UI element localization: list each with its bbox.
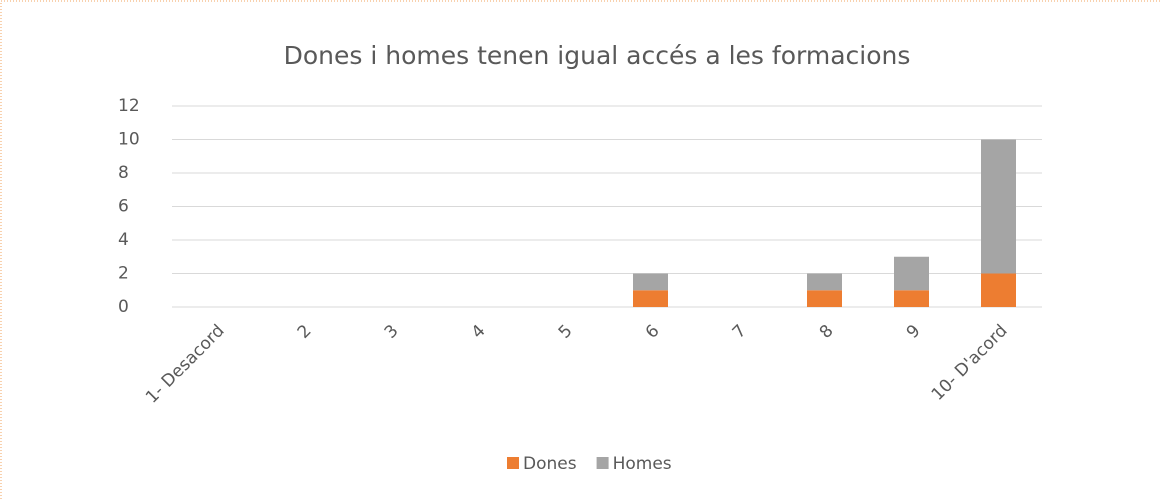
bar-segment — [807, 290, 842, 307]
bar-segment — [894, 256, 929, 291]
chart-title: Dones i homes tenen igual accés a les fo… — [284, 41, 911, 70]
x-tick-label: 3 — [381, 321, 403, 343]
x-tick-label: 9 — [903, 321, 925, 343]
legend-label: Homes — [613, 454, 672, 474]
x-tick-label: 1- Desacord — [142, 321, 229, 408]
legend-swatch — [596, 457, 609, 469]
x-tick-label: 5 — [555, 321, 577, 343]
x-tick-label: 6 — [642, 321, 664, 343]
x-tick-label: 2 — [294, 321, 316, 343]
bar-segment — [807, 273, 842, 291]
y-tick-label: 8 — [118, 163, 129, 183]
bar-segment — [981, 139, 1016, 274]
x-tick-label: 4 — [468, 321, 490, 343]
y-tick-label: 4 — [118, 230, 129, 250]
legend-label: Dones — [523, 454, 577, 474]
bar-segment — [633, 273, 668, 291]
y-tick-label: 2 — [118, 264, 129, 284]
legend-swatch — [507, 457, 519, 469]
bar-segment — [894, 290, 929, 307]
bar-segment — [981, 273, 1016, 307]
bar-segment — [633, 290, 668, 307]
y-tick-label: 6 — [118, 197, 129, 217]
y-tick-label: 0 — [118, 297, 129, 317]
y-tick-label: 12 — [118, 96, 140, 116]
x-tick-label: 10- D'acord — [928, 321, 1012, 405]
x-tick-label: 8 — [816, 321, 838, 343]
x-tick-label: 7 — [729, 321, 751, 343]
y-tick-label: 10 — [118, 130, 140, 150]
